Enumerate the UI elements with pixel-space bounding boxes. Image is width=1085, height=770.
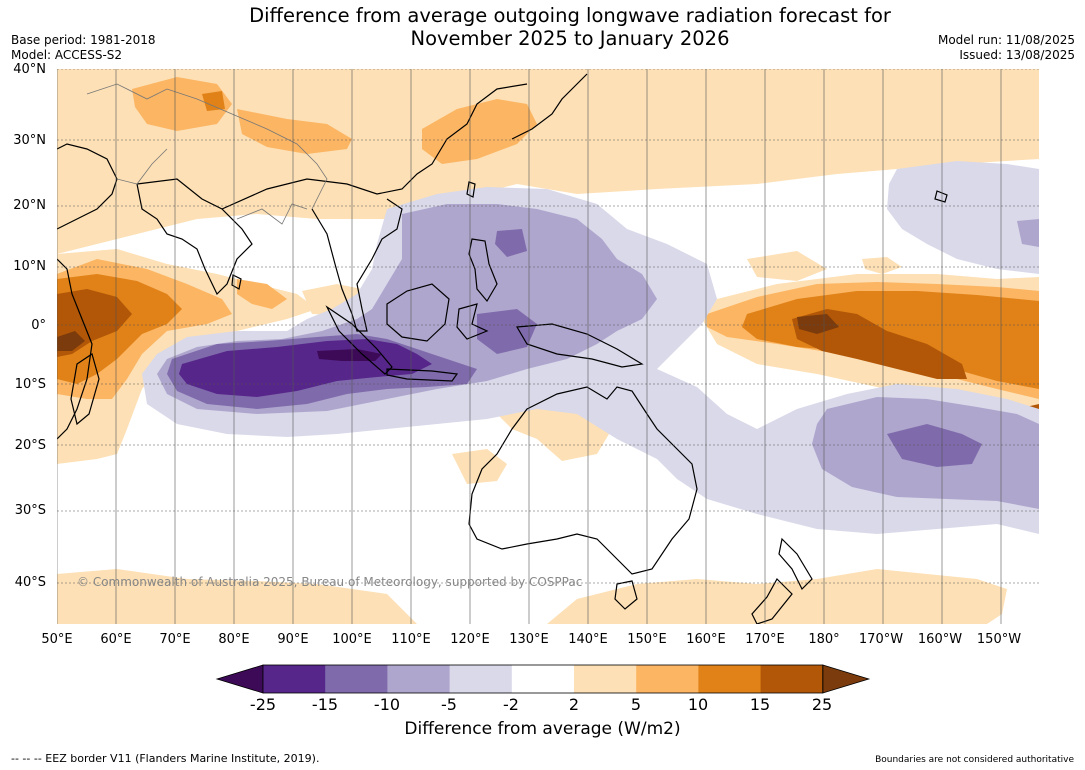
lon-label-160e: 160°E bbox=[686, 632, 726, 647]
new-guinea-coast bbox=[516, 323, 644, 368]
java-coast bbox=[386, 368, 459, 382]
china-coast bbox=[221, 83, 528, 210]
sumatra-coast bbox=[325, 305, 393, 375]
lat-label-10s: 10°S bbox=[14, 377, 46, 392]
indochina-coast bbox=[311, 198, 403, 332]
pakistan-border bbox=[116, 148, 168, 185]
colorbar-swatch bbox=[760, 665, 824, 693]
colorbar-tick-minus15: -15 bbox=[311, 695, 339, 714]
colorbar-title: Difference from average (W/m2) bbox=[404, 719, 681, 739]
lat-label-10n: 10°N bbox=[13, 259, 46, 274]
colorbar-tick-15: 15 bbox=[749, 695, 771, 714]
model-name: Model: ACCESS-S2 bbox=[11, 48, 123, 62]
colorbar-swatch bbox=[698, 665, 762, 693]
title-line-2: November 2025 to January 2026 bbox=[410, 27, 730, 50]
colorbar-swatch bbox=[449, 665, 513, 693]
colorbar-swatch bbox=[511, 665, 575, 693]
base-period: Base period: 1981-2018 bbox=[11, 33, 156, 47]
colorbar-extend-low bbox=[215, 664, 264, 694]
colorbar bbox=[215, 664, 871, 694]
lat-label-30s: 30°S bbox=[14, 503, 46, 518]
africa-coast bbox=[57, 258, 93, 440]
india-coast bbox=[136, 178, 253, 296]
colorbar-swatch bbox=[574, 665, 637, 693]
new-zealand-north-island-coast bbox=[778, 537, 813, 591]
lat-label-20s: 20°S bbox=[14, 438, 46, 453]
colorbar-swatch bbox=[325, 665, 388, 693]
lon-label-90e: 90°E bbox=[277, 632, 309, 647]
meridians bbox=[57, 69, 1002, 624]
borneo-coast bbox=[386, 283, 450, 342]
lon-label-110e: 110°E bbox=[391, 632, 431, 647]
boundaries-disclaimer: Boundaries are not considered authoritat… bbox=[875, 755, 1074, 765]
hawaii-coast bbox=[934, 190, 948, 203]
taiwan-coast bbox=[466, 181, 476, 198]
colorbar-tick-10: 10 bbox=[687, 695, 709, 714]
country-borders bbox=[86, 83, 328, 225]
madagascar-coast bbox=[70, 353, 100, 426]
colorbar-tick-minus10: -10 bbox=[373, 695, 401, 714]
sulawesi-coast bbox=[456, 303, 489, 340]
eez-border-note: -- -- -- EEZ border V11 (Flanders Marine… bbox=[11, 752, 320, 765]
model-run: Model run: 11/08/2025 bbox=[937, 33, 1075, 47]
sri-lanka-coast bbox=[231, 274, 242, 290]
lat-label-20n: 20°N bbox=[13, 198, 46, 213]
lon-label-140e: 140°E bbox=[568, 632, 608, 647]
copyright-notice: © Commonwealth of Australia 2025, Bureau… bbox=[77, 575, 583, 589]
issued-date: Issued: 13/08/2025 bbox=[959, 48, 1075, 62]
lon-label-150w: 150°W bbox=[976, 632, 1022, 647]
model-info: Base period: 1981-2018 Model: ACCESS-S2 bbox=[11, 33, 156, 63]
tasmania-coast bbox=[614, 580, 638, 610]
anomaly-above-25-regions bbox=[57, 314, 839, 351]
olr-anomaly-map bbox=[57, 69, 1039, 624]
lat-label-30n: 30°N bbox=[13, 133, 46, 148]
title-line-1: Difference from average outgoing longwav… bbox=[249, 4, 891, 27]
lon-label-170e: 170°E bbox=[745, 632, 785, 647]
colorbar-tick-2: 2 bbox=[568, 695, 580, 714]
asia-border bbox=[86, 83, 328, 210]
lon-label-70e: 70°E bbox=[159, 632, 191, 647]
lon-label-80e: 80°E bbox=[218, 632, 250, 647]
lat-label-40n: 40°N bbox=[13, 62, 46, 77]
colorbar-tick-5: 5 bbox=[630, 695, 642, 714]
lon-label-120e: 120°E bbox=[450, 632, 490, 647]
lat-label-40s: 40°S bbox=[14, 575, 46, 590]
lon-label-170w: 170°W bbox=[858, 632, 904, 647]
lon-label-130e: 130°E bbox=[509, 632, 549, 647]
lon-label-60e: 60°E bbox=[100, 632, 132, 647]
run-info: Model run: 11/08/2025 Issued: 13/08/2025 bbox=[938, 33, 1075, 63]
australia-coast bbox=[468, 386, 698, 575]
colorbar-swatch bbox=[263, 665, 326, 693]
new-zealand-south-island-coast bbox=[751, 578, 793, 624]
colorbar-swatch bbox=[636, 665, 699, 693]
lon-label-180: 180° bbox=[808, 632, 840, 647]
japan-coast bbox=[511, 73, 588, 140]
philippines-coast bbox=[468, 238, 498, 303]
colorbar-tick-minus2: -2 bbox=[503, 695, 519, 714]
lon-label-160w: 160°W bbox=[917, 632, 963, 647]
lon-label-100e: 100°E bbox=[332, 632, 372, 647]
colorbar-extend-high bbox=[822, 664, 871, 694]
colorbar-swatch bbox=[387, 665, 451, 693]
lon-label-50e: 50°E bbox=[41, 632, 73, 647]
lon-label-150e: 150°E bbox=[627, 632, 667, 647]
colorbar-tick-25: 25 bbox=[811, 695, 833, 714]
colorbar-tick-minus25: -25 bbox=[249, 695, 277, 714]
colorbar-outline bbox=[262, 664, 824, 694]
map-title: Difference from average outgoing longwav… bbox=[0, 4, 1085, 50]
lat-label-equator: 0° bbox=[31, 318, 46, 333]
myanmar-border bbox=[236, 203, 308, 225]
coastlines bbox=[57, 73, 948, 624]
colorbar-tick-minus5: -5 bbox=[441, 695, 457, 714]
